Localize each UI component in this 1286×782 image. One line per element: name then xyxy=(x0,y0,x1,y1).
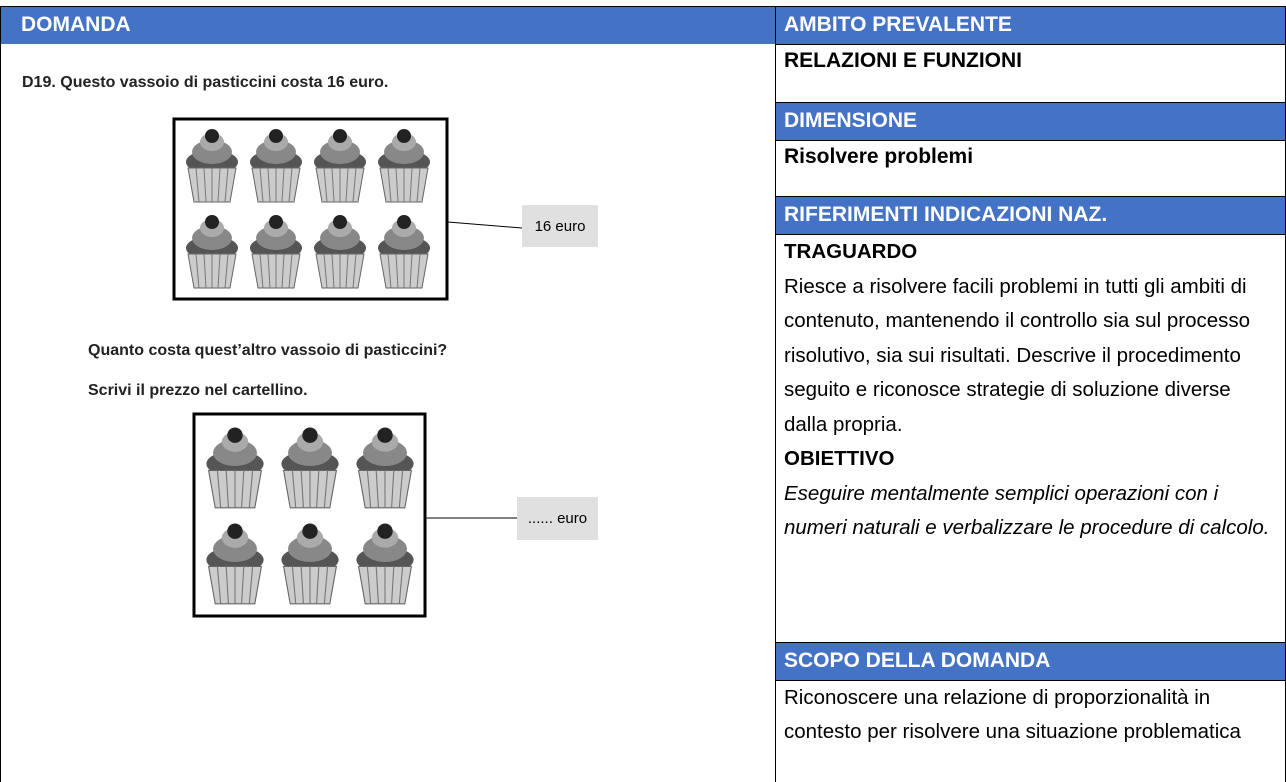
question-instruction: Scrivi il prezzo nel cartellino. xyxy=(88,382,308,399)
question-ask: Quanto costa quest’altro vassoio di past… xyxy=(88,342,448,359)
header-ambito: AMBITO PREVALENTE xyxy=(776,7,1285,44)
scopo-text: Riconoscere una relazione di proporziona… xyxy=(776,680,1286,782)
dimensione-text: Risolvere problemi xyxy=(776,140,1286,196)
riferimenti-cell: TRAGUARDO Riesce a risolvere facili prob… xyxy=(776,234,1286,642)
illustration xyxy=(172,117,523,618)
answer-tag: ...... euro xyxy=(517,497,598,540)
dimensione-title: DIMENSIONE xyxy=(776,102,1285,140)
riferimenti-title: RIFERIMENTI INDICAZIONI NAZ. xyxy=(776,196,1285,234)
traguardo-title: TRAGUARDO xyxy=(784,240,918,263)
column-divider xyxy=(775,6,776,782)
ambito-value: RELAZIONI E FUNZIONI xyxy=(776,44,1286,102)
scopo-title: SCOPO DELLA DOMANDA xyxy=(776,642,1285,680)
connector-1 xyxy=(447,221,523,229)
header-domanda: DOMANDA xyxy=(1,7,775,44)
obiettivo-text: Eseguire mentalmente semplici operazioni… xyxy=(784,481,1270,540)
question-intro: D19. Questo vassoio di pasticcini costa … xyxy=(22,74,389,91)
price-tag: 16 euro xyxy=(522,205,598,247)
obiettivo-title: OBIETTIVO xyxy=(784,447,895,470)
traguardo-text: Riesce a risolvere facili problemi in tu… xyxy=(784,274,1251,436)
